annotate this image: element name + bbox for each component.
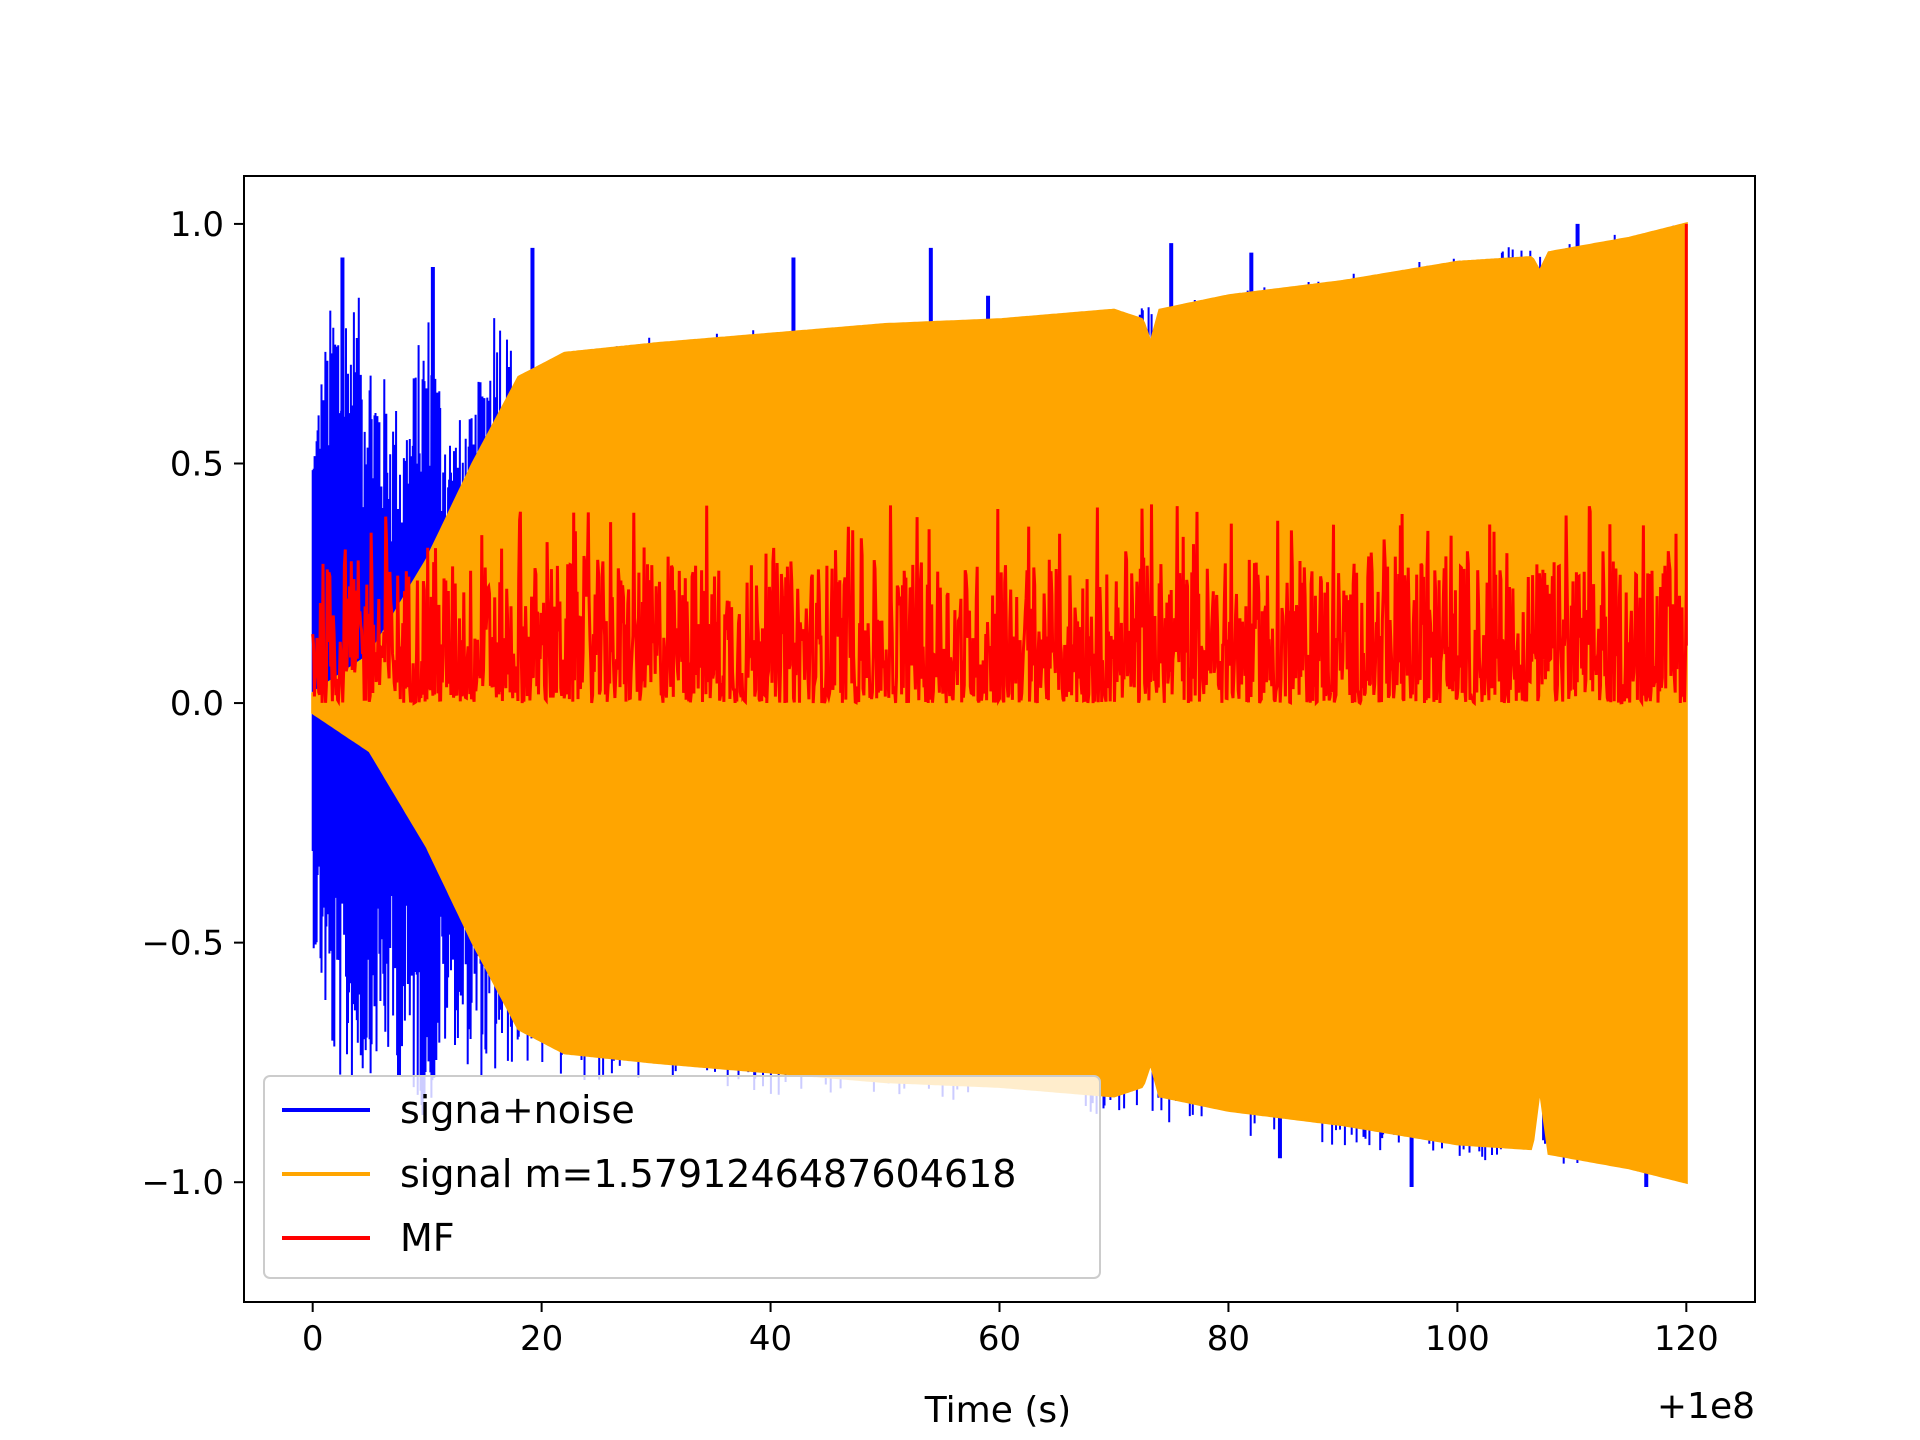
x-tick-label: 60	[978, 1319, 1021, 1359]
legend-box	[263, 1075, 1101, 1279]
x-tick-label: 20	[520, 1319, 563, 1359]
x-axis: 0 20 40 60 80 100 120	[302, 1302, 1719, 1359]
series-mf	[311, 223, 1688, 708]
legend-label-mf: MF	[400, 1216, 455, 1260]
legend-label-signal-noise: signa+noise	[400, 1088, 635, 1132]
x-tick-label: 40	[749, 1319, 792, 1359]
y-tick-label: −0.5	[141, 924, 224, 964]
x-tick-label: 120	[1654, 1319, 1719, 1359]
x-axis-label: Time (s)	[924, 1390, 1071, 1431]
x-tick-label: 80	[1207, 1319, 1250, 1359]
legend: signa+noise signal m=1.5791246487604618 …	[263, 1075, 1101, 1279]
y-axis: −1.0 −0.5 0.0 0.5 1.0	[141, 205, 244, 1203]
legend-label-signal: signal m=1.5791246487604618	[400, 1152, 1016, 1196]
x-tick-label: 100	[1425, 1319, 1490, 1359]
x-tick-label: 0	[302, 1319, 324, 1359]
y-tick-label: −1.0	[141, 1163, 224, 1203]
x-axis-offset-label: +1e8	[1657, 1386, 1755, 1427]
y-tick-label: 0.5	[170, 444, 224, 484]
plot-area	[311, 221, 1688, 1188]
y-tick-label: 1.0	[170, 205, 224, 245]
y-tick-label: 0.0	[170, 684, 224, 724]
series-signal	[311, 221, 1688, 1185]
